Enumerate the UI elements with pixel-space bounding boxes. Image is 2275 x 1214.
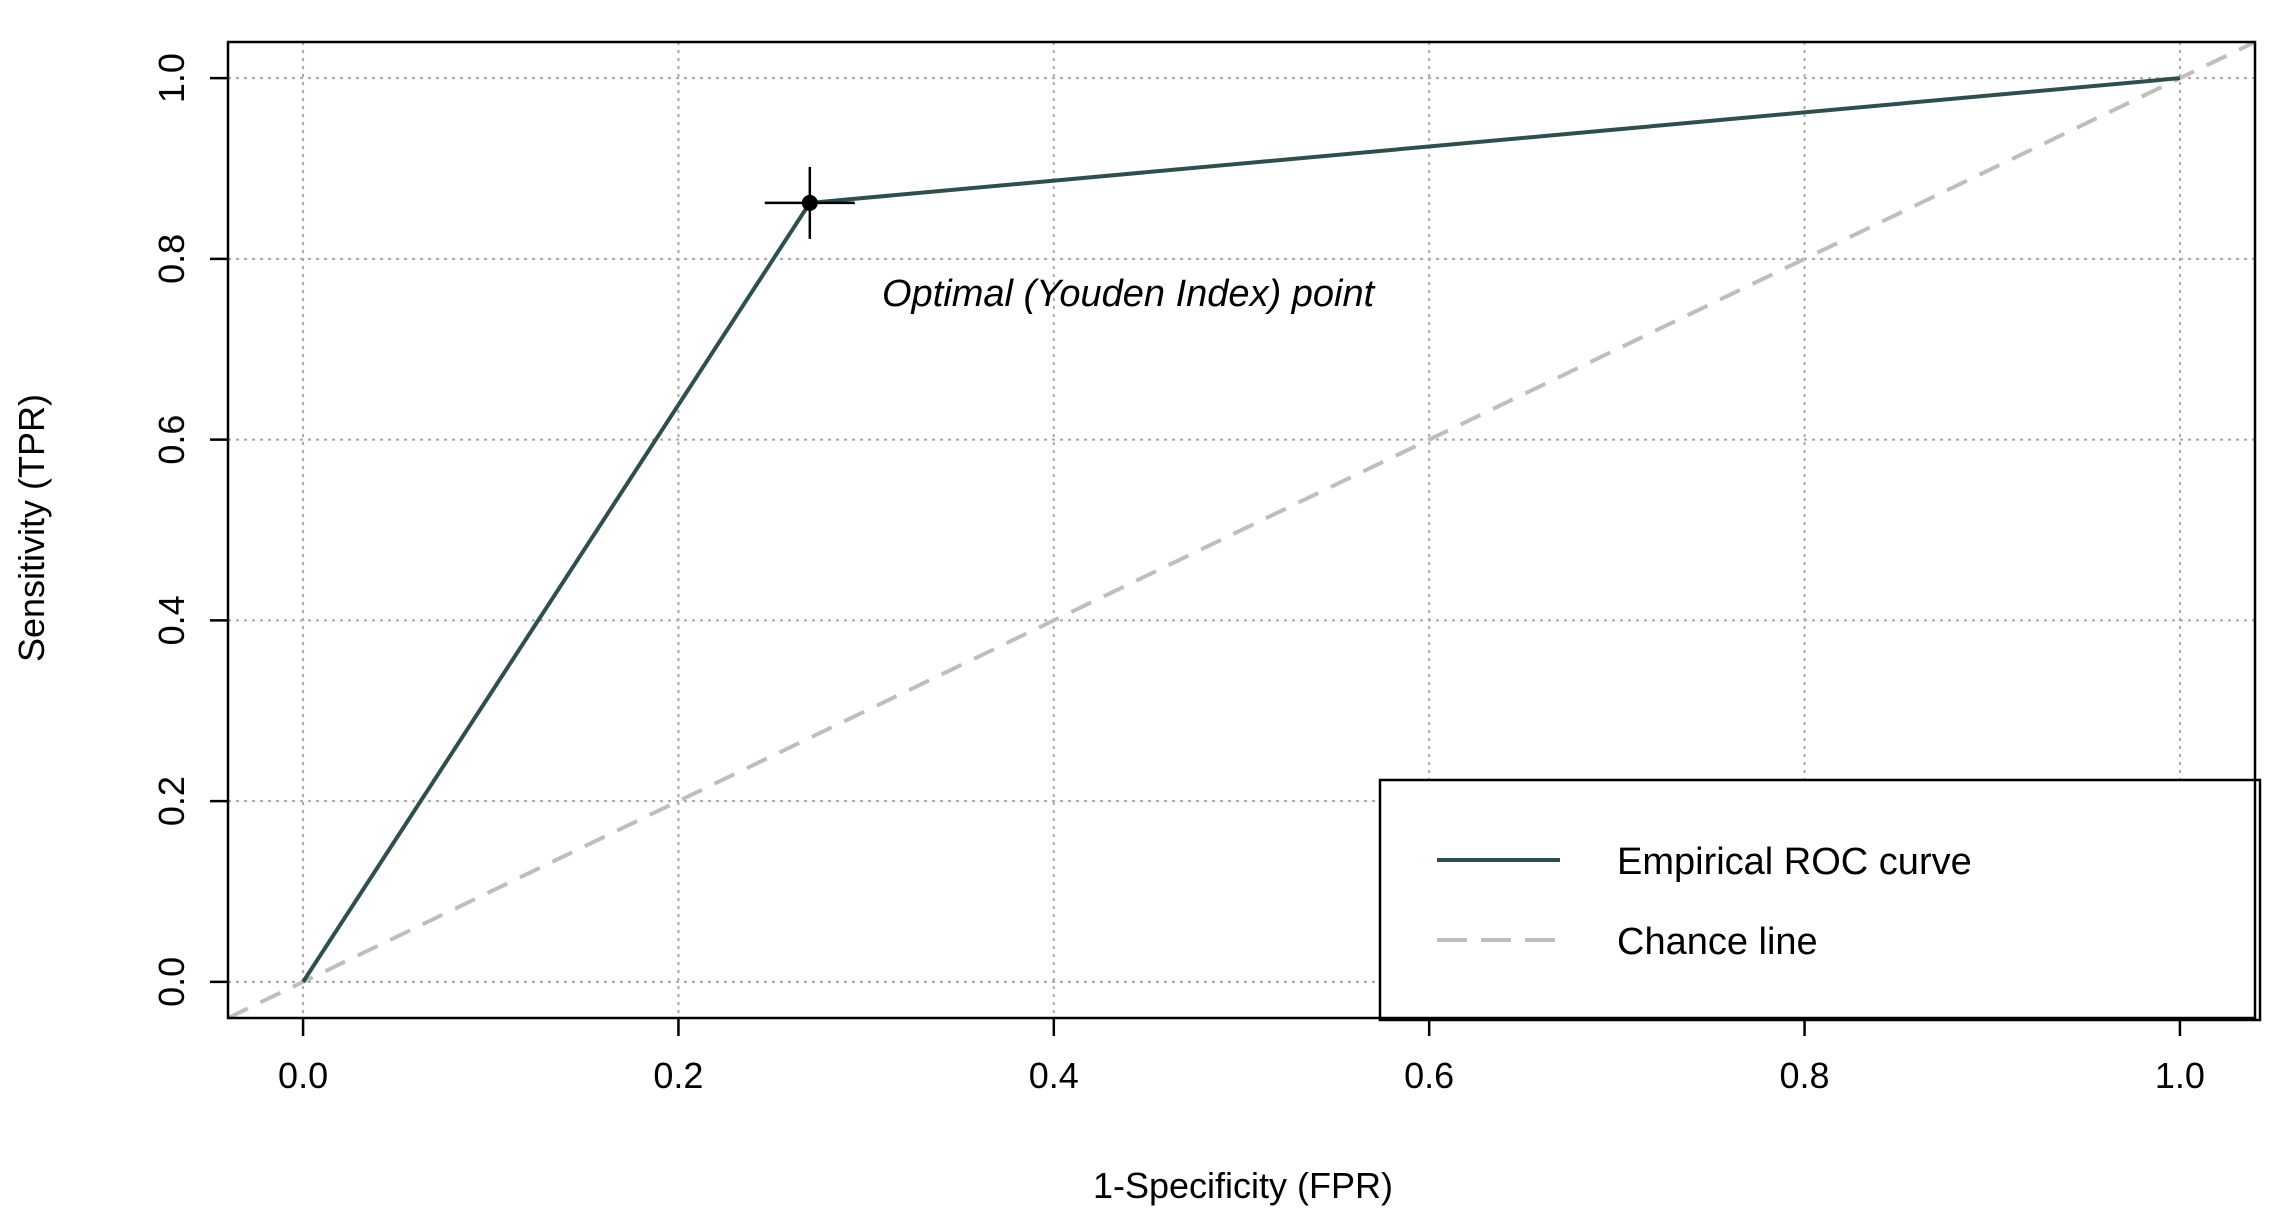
x-tick-label: 0.2	[653, 1055, 703, 1096]
plot-frame	[226, 40, 2257, 1020]
x-tick-label: 0.0	[278, 1055, 328, 1096]
y-axis-title: Sensitivity (TPR)	[11, 394, 52, 662]
x-tick-label: 0.4	[1029, 1055, 1079, 1096]
series-layer	[227, 40, 2256, 1020]
y-tick-label: 0.0	[151, 957, 192, 1007]
x-tick-label: 1.0	[2155, 1055, 2205, 1096]
y-tick-label: 0.4	[151, 595, 192, 645]
chance-line	[227, 40, 2256, 1020]
x-axis-title: 1-Specificity (FPR)	[1093, 1165, 1393, 1206]
legend-box	[1378, 778, 2262, 1022]
legend-label-roc: Empirical ROC curve	[1617, 841, 1972, 883]
axis-layer: 0.0 0.2 0.4 0.6 0.8 1.0 0.0 0.2 0.4 0.6 0.8 1.0	[151, 53, 2205, 1096]
x-tick-label: 0.8	[1780, 1055, 1830, 1096]
y-tick-label: 1.0	[151, 53, 192, 103]
y-tick-label: 0.2	[151, 776, 192, 826]
y-tick-label: 0.8	[151, 234, 192, 284]
legend: Empirical ROC curve Chance line	[1378, 778, 2262, 1022]
x-tick-label: 0.6	[1404, 1055, 1454, 1096]
legend-label-chance: Chance line	[1617, 921, 1818, 963]
optimal-point-marker	[801, 194, 818, 211]
y-tick-label: 0.6	[151, 415, 192, 465]
optimal-point-annotation: Optimal (Youden Index) point	[882, 273, 1376, 315]
